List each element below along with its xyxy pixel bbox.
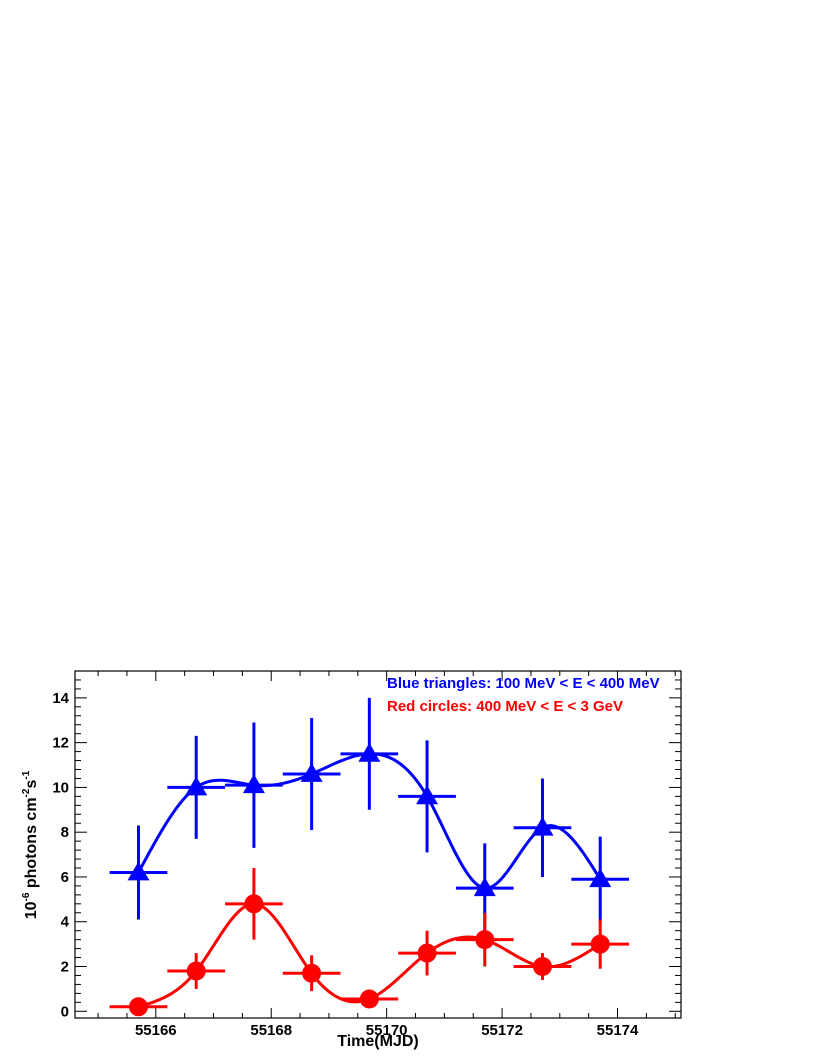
x-tick-label: 55172 <box>481 1022 523 1039</box>
data-point-circle <box>417 943 437 963</box>
axis-ticks <box>75 671 681 1018</box>
legend-blue-triangles: Blue triangles: 100 MeV < E < 400 MeV <box>387 675 660 692</box>
data-point-triangle <box>531 816 554 836</box>
legend-red-circles: Red circles: 400 MeV < E < 3 GeV <box>387 698 623 715</box>
data-point-triangle <box>473 877 496 897</box>
x-tick-labels: 55166 55168 55170 55172 55174 <box>135 1022 639 1039</box>
data-point-circle <box>590 934 610 954</box>
data-point-circle <box>186 961 206 981</box>
x-tick-label: 55166 <box>135 1022 177 1039</box>
data-point-triangle <box>300 762 323 782</box>
y-tick-label: 12 <box>52 735 69 752</box>
y-tick-label: 0 <box>61 1003 69 1020</box>
y-axis-title: 10-6 photons cm-2s-1 <box>21 770 40 919</box>
y-tick-label: 2 <box>61 959 69 976</box>
x-tick-label: 55174 <box>597 1022 639 1039</box>
data-point-circle <box>359 989 379 1009</box>
y-tick-label: 4 <box>61 914 70 931</box>
data-point-triangle <box>185 776 208 796</box>
data-point-triangle <box>589 868 612 888</box>
data-point-triangle <box>242 774 265 794</box>
y-tick-label: 8 <box>61 824 69 841</box>
y-tick-label: 10 <box>52 779 69 796</box>
data-point-circle <box>532 957 552 977</box>
data-point-circle <box>128 997 148 1017</box>
data-point-triangle <box>127 861 150 881</box>
plot-frame <box>74 670 682 1019</box>
data-point-triangle <box>358 742 381 762</box>
data-point-triangle <box>416 785 439 805</box>
y-tick-label: 14 <box>52 690 69 707</box>
data-point-circle <box>302 963 322 983</box>
y-tick-labels: 0 2 4 6 8 10 12 14 <box>52 690 69 1020</box>
x-tick-label: 55168 <box>250 1022 292 1039</box>
data-point-circle <box>475 930 495 950</box>
x-tick-label: 55170 <box>366 1022 408 1039</box>
x-axis-title: Time(MJD) <box>337 1033 419 1050</box>
data-markers <box>127 742 612 1017</box>
data-point-circle <box>244 894 264 914</box>
y-tick-label: 6 <box>61 869 69 886</box>
